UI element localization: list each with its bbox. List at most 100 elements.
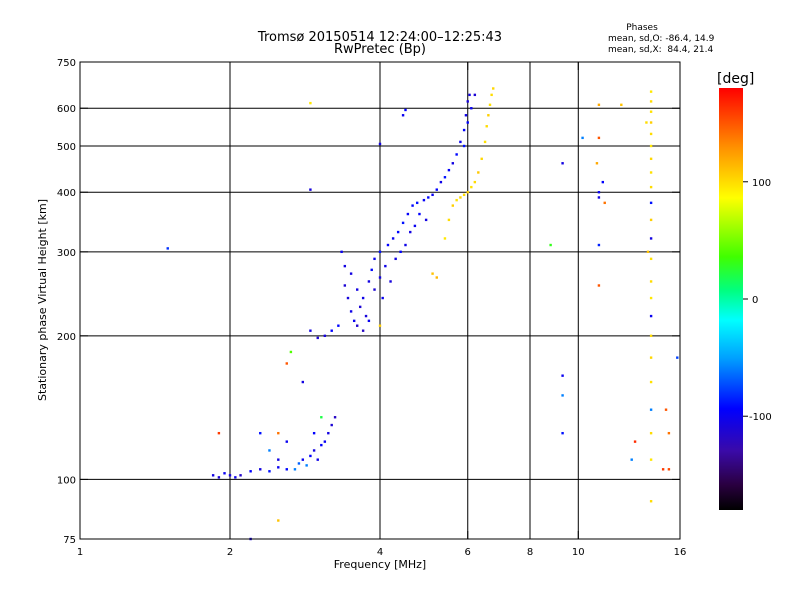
data-point xyxy=(597,196,601,199)
data-point xyxy=(595,162,599,165)
data-point xyxy=(305,464,308,467)
data-point xyxy=(480,157,483,161)
data-point xyxy=(649,144,653,148)
data-point xyxy=(367,319,371,323)
data-point xyxy=(418,212,421,216)
data-point xyxy=(649,218,653,222)
data-point xyxy=(404,243,407,247)
data-point xyxy=(337,324,340,327)
data-point xyxy=(439,180,443,184)
data-point xyxy=(381,296,384,300)
chart-subtitle: RwPretec (Bp) xyxy=(334,42,426,57)
data-point xyxy=(447,218,451,222)
data-point xyxy=(492,87,495,90)
phases-x-stats: mean, sd,X: 84.4, 21.4 xyxy=(608,45,714,55)
x-tick-label: 16 xyxy=(674,547,687,558)
data-point xyxy=(561,394,564,397)
data-points xyxy=(166,87,679,541)
data-point xyxy=(455,198,458,202)
x-tick-label: 2 xyxy=(227,547,233,558)
data-point xyxy=(597,136,601,140)
axis-ticks: 1 2 4 6 8 10 16 75 100 200 300 400 500 600 750 xyxy=(57,58,686,558)
colorbar-ticks: 100 0 -100 xyxy=(743,178,772,423)
data-point xyxy=(217,431,221,435)
data-point xyxy=(601,180,605,184)
data-point xyxy=(667,431,671,435)
data-point xyxy=(462,144,466,148)
data-point xyxy=(561,431,564,435)
x-tick-label: 1 xyxy=(77,547,83,558)
data-point xyxy=(468,93,471,97)
data-point xyxy=(649,157,653,161)
data-point xyxy=(386,243,390,247)
data-point xyxy=(406,212,410,216)
data-point xyxy=(649,257,653,261)
chart-title: Tromsø 20150514 12:24:00–12:25:43 xyxy=(257,30,502,45)
data-point xyxy=(462,128,466,132)
data-point xyxy=(464,114,468,117)
data-point xyxy=(346,296,350,300)
data-point xyxy=(649,110,653,113)
data-point xyxy=(620,103,623,107)
data-point xyxy=(285,468,288,471)
data-point xyxy=(487,114,490,117)
data-point xyxy=(435,188,438,191)
data-point xyxy=(561,374,564,377)
data-point xyxy=(330,423,333,427)
colorbar xyxy=(719,88,743,510)
data-point xyxy=(404,108,407,112)
data-point xyxy=(411,204,414,207)
data-point xyxy=(561,162,564,165)
data-point xyxy=(649,458,653,461)
data-point xyxy=(320,443,323,447)
data-point xyxy=(477,171,480,174)
data-point xyxy=(649,431,653,435)
data-point xyxy=(223,472,226,475)
data-point xyxy=(234,476,237,479)
data-point xyxy=(268,470,271,473)
data-point xyxy=(649,201,653,205)
data-point xyxy=(597,103,601,107)
data-point xyxy=(277,466,280,469)
data-point xyxy=(399,250,402,254)
data-point xyxy=(455,153,458,156)
data-point xyxy=(378,250,382,254)
x-axis-label: Frequency [MHz] xyxy=(334,558,426,571)
x-tick-label: 6 xyxy=(465,547,471,558)
data-point xyxy=(285,440,288,443)
data-point xyxy=(323,334,327,338)
data-point xyxy=(349,310,353,313)
y-axis-label: Stationary phase Virtual Height [km] xyxy=(36,199,49,401)
data-point xyxy=(649,90,653,93)
data-point xyxy=(630,458,633,461)
data-point xyxy=(364,314,368,318)
data-point xyxy=(389,280,392,283)
data-point xyxy=(451,204,455,207)
data-point xyxy=(355,324,359,327)
data-point xyxy=(320,416,323,419)
data-point xyxy=(340,250,343,254)
data-point xyxy=(327,431,330,435)
data-point xyxy=(211,474,215,477)
data-point xyxy=(384,264,387,268)
y-tick-label: 400 xyxy=(57,188,76,199)
data-point xyxy=(409,230,412,234)
data-point xyxy=(277,458,280,461)
y-tick-label: 100 xyxy=(57,475,76,486)
data-point xyxy=(316,336,319,340)
data-point xyxy=(664,408,668,411)
data-point xyxy=(488,103,492,107)
data-point xyxy=(312,449,316,452)
data-point xyxy=(451,162,455,165)
data-point xyxy=(297,462,301,465)
data-point xyxy=(667,468,671,471)
data-point xyxy=(447,168,451,172)
data-point xyxy=(259,468,262,471)
data-point xyxy=(228,474,232,477)
data-point xyxy=(378,276,382,279)
data-point xyxy=(309,329,312,332)
y-tick-label: 200 xyxy=(57,332,76,343)
data-point xyxy=(378,324,382,327)
data-point xyxy=(649,408,653,411)
